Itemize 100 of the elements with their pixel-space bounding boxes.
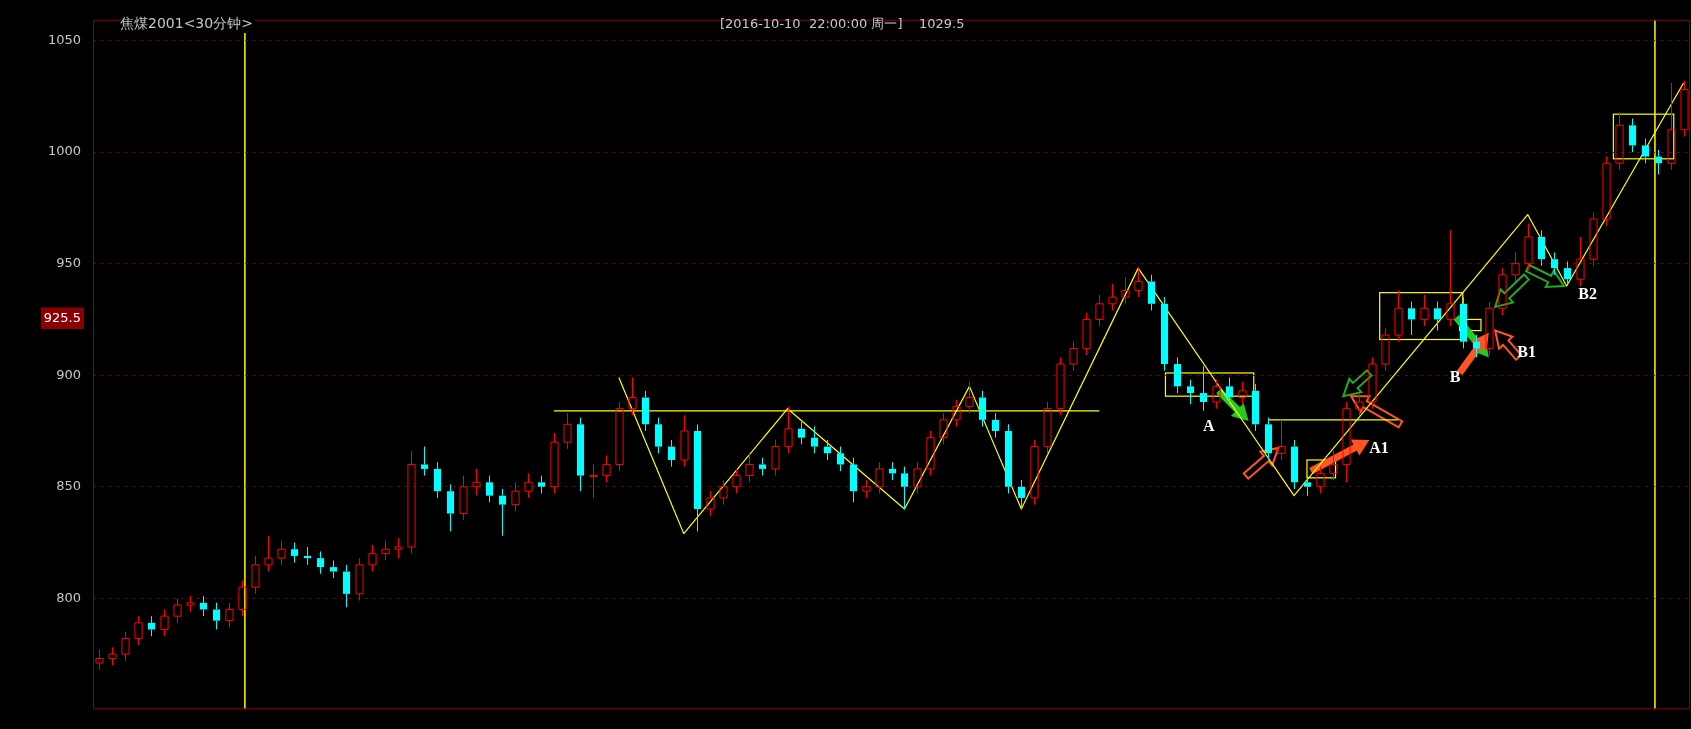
candlestick [706, 490, 715, 517]
candlestick [1030, 439, 1039, 506]
candlestick [1186, 379, 1195, 405]
candlestick [1069, 341, 1078, 372]
candlestick [1264, 417, 1273, 461]
candlestick [1290, 439, 1299, 490]
candlestick [732, 468, 741, 494]
candlestick [1485, 301, 1494, 356]
annotation: A1 [1369, 438, 1389, 456]
candlestick [965, 381, 974, 414]
annotation: A [1203, 416, 1216, 434]
candlestick [186, 595, 195, 613]
annotation: B2 [1578, 285, 1598, 303]
candlestick [1329, 450, 1338, 481]
candlestick [407, 450, 416, 555]
candlestick [836, 446, 845, 472]
y-tick-label: 900 [56, 366, 81, 382]
candlestick [693, 423, 702, 532]
chart-title: 焦煤2001<30分钟> [120, 15, 255, 33]
candlestick [1342, 401, 1351, 483]
candlestick [1277, 419, 1286, 461]
candlestick [433, 461, 442, 499]
candlestick [1563, 260, 1572, 287]
candlestick [1459, 296, 1468, 349]
candlestick [1108, 283, 1117, 312]
candlestick [1433, 301, 1442, 332]
candlestick [212, 602, 221, 631]
candlestick [576, 417, 585, 492]
candlestick [1602, 156, 1611, 227]
candlestick [615, 401, 624, 472]
candlestick [1550, 252, 1559, 276]
candlestick [238, 579, 247, 617]
candlestick [1043, 401, 1052, 454]
candlestick [342, 564, 351, 608]
candlestick [797, 421, 806, 445]
candlestick [745, 452, 754, 483]
candlestick [1147, 274, 1156, 312]
candlestick [1589, 211, 1598, 267]
candlestick [472, 468, 481, 497]
candlestick [225, 602, 234, 628]
y-tick-label: 1050 [47, 31, 81, 47]
candlestick [1628, 118, 1637, 153]
candlestick [1004, 423, 1013, 494]
candlestick [1407, 301, 1416, 336]
candlestick [173, 597, 182, 624]
candlestick [1537, 229, 1546, 267]
y-tick-label: 1000 [47, 143, 81, 159]
annotation: B1 [1517, 343, 1536, 361]
candlestick [134, 615, 143, 646]
candlestick [1511, 252, 1520, 282]
candlestick [108, 646, 117, 666]
candlestick [1199, 365, 1208, 412]
candlestick [277, 539, 286, 566]
candlestick [1121, 276, 1130, 305]
candlestick [1667, 82, 1676, 171]
candlestick [1160, 296, 1169, 372]
candlestick [849, 457, 858, 503]
candlestick [810, 426, 819, 454]
candlestick [290, 542, 299, 564]
candlestick [784, 405, 793, 454]
candlestick [1173, 356, 1182, 394]
candlestick [758, 457, 767, 477]
candlestick [316, 550, 325, 575]
candlestick [524, 472, 533, 499]
candlestick [1420, 294, 1429, 327]
candlestick [862, 479, 871, 499]
y-tick-label: 850 [56, 478, 81, 494]
candlestick [939, 412, 948, 445]
candlestick [446, 484, 455, 532]
candlestick [485, 475, 494, 503]
candlestick [537, 475, 546, 494]
candlestick [667, 439, 676, 468]
candlestick [1056, 356, 1065, 416]
candlestick [1641, 138, 1650, 164]
y-tick-label: 925.5 [43, 309, 81, 325]
candlestick [719, 479, 728, 506]
candlestick [147, 615, 156, 637]
candlestick [1225, 376, 1234, 405]
candlestick [1017, 479, 1026, 510]
candlestick [589, 463, 598, 499]
candlestick [1446, 229, 1455, 327]
candlestick [498, 488, 507, 537]
chart-subtitle: [2016-10-10 22:00:00 周一] 1029.5 [720, 15, 965, 33]
candlestick [926, 430, 935, 477]
candlestick [329, 559, 338, 579]
candlestick [900, 466, 909, 510]
candlestick [952, 399, 961, 428]
y-tick-label: 950 [56, 255, 81, 271]
candlestick [1212, 379, 1221, 410]
candlestick [913, 461, 922, 494]
candlestick [978, 390, 987, 428]
candlestick [264, 535, 273, 573]
y-tick-label: 800 [56, 589, 81, 605]
candlestick [420, 446, 429, 477]
candlestick [1251, 383, 1260, 432]
candlestick [1368, 356, 1377, 410]
candlestick [991, 412, 1000, 439]
candlestick [381, 539, 390, 561]
candlestick [641, 390, 650, 432]
candlestick [628, 376, 637, 416]
